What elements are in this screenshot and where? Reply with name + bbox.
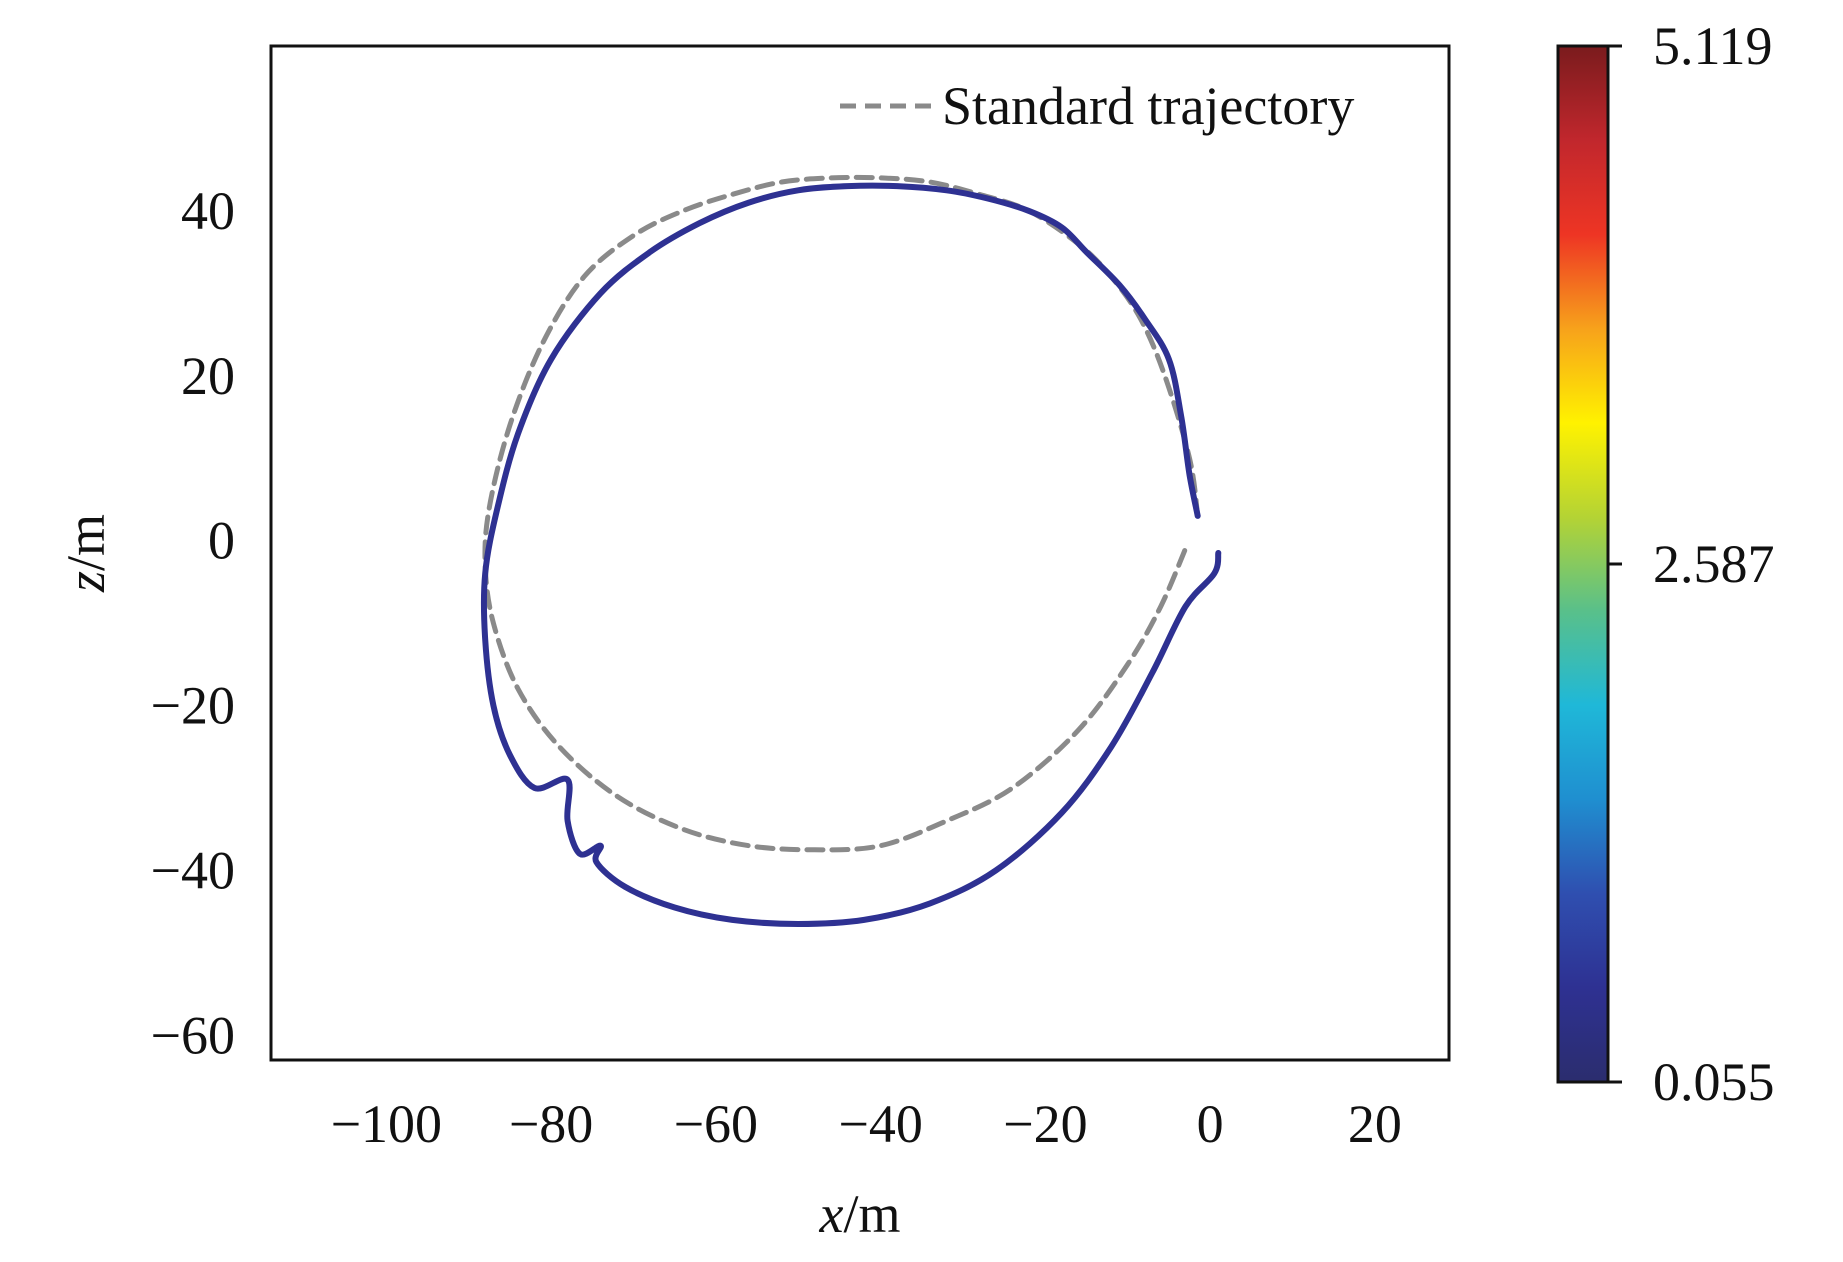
- y-tick-label: −40: [151, 840, 235, 900]
- y-tick-label: −20: [151, 676, 235, 736]
- colorbar: 5.119 2.587 0.055: [1556, 16, 1775, 1112]
- legend-label-standard: Standard trajectory: [942, 76, 1354, 136]
- x-tick-label: −20: [1003, 1094, 1087, 1154]
- x-tick-label: 0: [1197, 1094, 1224, 1154]
- legend: Standard trajectory: [840, 76, 1354, 136]
- plot-frame: [269, 44, 1451, 1062]
- x-tick-label: −40: [838, 1094, 922, 1154]
- y-tick-label: 0: [208, 511, 235, 571]
- x-axis-unit: /m: [843, 1184, 900, 1244]
- colorbar-tick-label: 2.587: [1653, 534, 1775, 594]
- y-tick-label: 40: [181, 181, 235, 241]
- y-axis-unit: /m: [56, 514, 116, 571]
- x-axis-var: x: [819, 1184, 844, 1244]
- x-tick-label: −100: [331, 1094, 442, 1154]
- x-tick-label: −80: [509, 1094, 593, 1154]
- y-tick-label: −60: [151, 1005, 235, 1065]
- colorbar-tick-label: 0.055: [1653, 1052, 1775, 1112]
- y-axis-var: z: [56, 571, 116, 593]
- colorbar-tick-label: 5.119: [1653, 16, 1773, 76]
- x-tick-label: 20: [1348, 1094, 1402, 1154]
- x-tick-label: −60: [674, 1094, 758, 1154]
- y-tick-label: 20: [181, 346, 235, 406]
- colorbar-gradient: [1556, 44, 1610, 1084]
- y-axis-label: z/m: [56, 514, 116, 593]
- x-axis-label: x/m: [819, 1184, 901, 1244]
- standard-trajectory-line: [482, 174, 1201, 853]
- measured-trajectory-line: [480, 182, 1222, 927]
